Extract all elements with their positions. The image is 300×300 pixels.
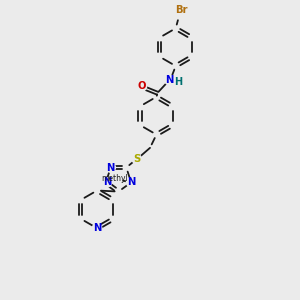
Circle shape: [132, 154, 141, 164]
Circle shape: [137, 82, 147, 91]
Circle shape: [126, 178, 136, 187]
Text: N: N: [106, 163, 115, 172]
Text: O: O: [138, 81, 146, 92]
Circle shape: [106, 163, 116, 172]
Text: H: H: [174, 76, 182, 87]
Circle shape: [174, 77, 183, 86]
Circle shape: [102, 178, 112, 187]
Text: N: N: [165, 75, 173, 85]
Text: methyl: methyl: [101, 174, 128, 183]
Circle shape: [177, 5, 186, 15]
Circle shape: [92, 224, 102, 233]
Text: S: S: [133, 154, 140, 164]
Text: N: N: [93, 223, 101, 233]
Text: N: N: [103, 177, 111, 188]
Text: Br: Br: [176, 5, 188, 15]
Circle shape: [165, 75, 174, 85]
Text: N: N: [127, 177, 135, 188]
